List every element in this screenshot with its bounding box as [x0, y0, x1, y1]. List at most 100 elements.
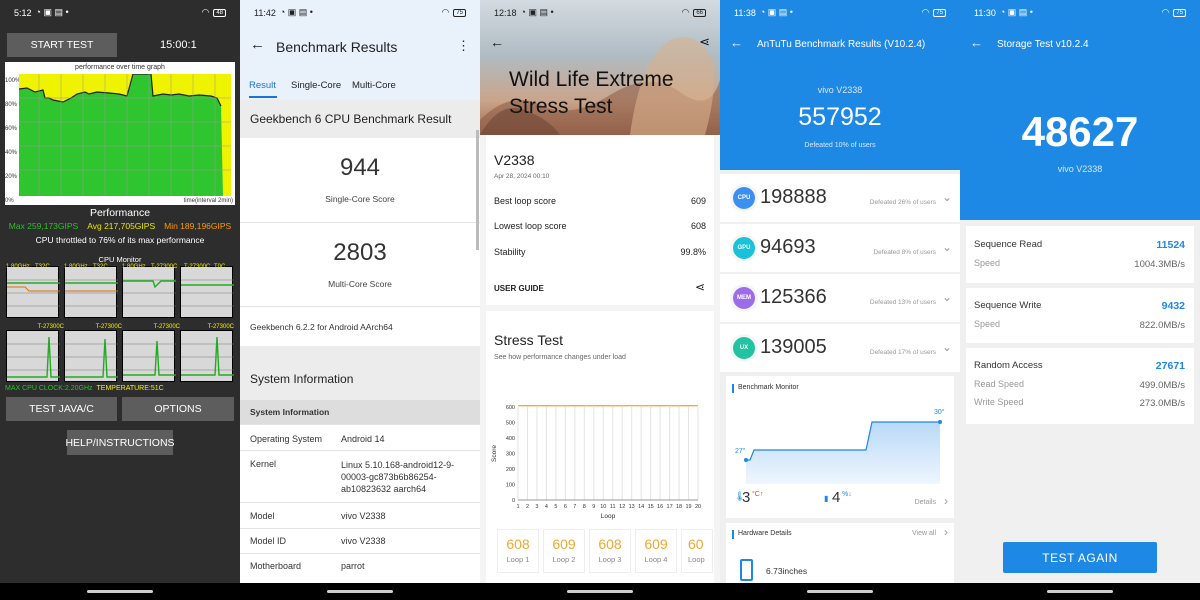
sub-score-gpu[interactable]: GPU 94693 Defeated 8% of users ⌄ — [720, 224, 960, 272]
nav-bar — [240, 583, 480, 600]
sysinfo-key: Kernel — [250, 459, 277, 469]
graph-title: performance over time graph — [75, 64, 165, 71]
cpu-status-line: MAX CPU CLOCK:2.20GHz TEMPERATURE:51C — [5, 385, 164, 392]
geekbench-screen: 11:42 ◔ ▣ ▤ • ◠ 75 ← Benchmark Results ⋮ R… — [240, 0, 480, 600]
multi-core-label: Multi-Core Score — [328, 279, 392, 289]
more-vert-icon[interactable]: ⋮ — [457, 38, 470, 53]
home-handle[interactable] — [87, 590, 153, 593]
back-arrow-icon[interactable]: ← — [970, 35, 983, 50]
single-core-label: Single-Core Score — [325, 194, 395, 204]
test-again-button[interactable]: TEST AGAIN — [1003, 542, 1157, 573]
sub-score-ux[interactable]: UX 139005 Defeated 17% of users ⌄ — [720, 324, 960, 372]
chevron-down-icon[interactable]: ⌄ — [941, 340, 952, 354]
total-score: 557952 — [798, 103, 882, 131]
mem-score: 125366 — [760, 286, 827, 308]
wifi-icon: ◠ — [201, 7, 210, 17]
page-title: Storage Test v10.2.4 — [997, 39, 1089, 50]
x-tick-label: 12 — [619, 504, 625, 510]
x-tick-label: 16 — [657, 504, 663, 510]
start-test-button[interactable]: START TEST — [7, 33, 117, 57]
tab-single-core[interactable]: Single-Core — [291, 80, 342, 91]
y-tick-label: 0 — [512, 498, 515, 504]
wifi-icon: ◠ — [681, 7, 690, 17]
help-instructions-button[interactable]: HELP/INSTRUCTIONS — [65, 430, 175, 455]
back-arrow-icon[interactable]: ← — [250, 36, 265, 53]
section-marker — [732, 384, 734, 393]
chevron-right-icon[interactable]: › — [944, 525, 948, 539]
sysinfo-value: vivo V2338 — [341, 536, 386, 546]
ux-badge-icon: UX — [733, 337, 755, 359]
temp-end: 30° — [934, 409, 945, 416]
back-arrow-icon[interactable]: ← — [730, 35, 743, 50]
monitor-title: Benchmark Monitor — [738, 384, 799, 391]
x-tick-label: 5 — [554, 504, 557, 510]
battery-icon: 75 — [1173, 8, 1186, 17]
page-title: Benchmark Results — [276, 39, 398, 55]
sysinfo-key: Operating System — [250, 434, 323, 444]
user-guide-link[interactable]: USER GUIDE — [494, 284, 544, 293]
chevron-down-icon[interactable]: ⌄ — [941, 190, 952, 204]
x-axis-label: Loop — [601, 513, 616, 520]
single-core-score: 944 — [339, 154, 381, 181]
performance-graph — [19, 74, 231, 196]
options-button[interactable]: OPTIONS — [122, 397, 234, 421]
cpu-score: 198888 — [760, 186, 827, 208]
read-speed: 499.0MB/s — [1139, 380, 1185, 391]
x-tick-label: 13 — [629, 504, 635, 510]
tab-multi-core[interactable]: Multi-Core — [352, 80, 396, 91]
chevron-down-icon[interactable]: ⌄ — [941, 240, 952, 254]
home-handle[interactable] — [807, 590, 873, 593]
write-speed: 273.0MB/s — [1139, 398, 1185, 409]
chevron-down-icon[interactable]: ⌄ — [941, 290, 952, 304]
sysinfo-value: parrot — [341, 561, 365, 571]
chevron-right-icon[interactable]: › — [944, 494, 948, 508]
section-marker — [732, 530, 734, 539]
cpu-temperature: TEMPERATURE:51C — [96, 385, 164, 392]
multi-core-score: 2803 — [333, 239, 387, 266]
sysinfo-section: System Information — [240, 346, 480, 400]
battery-icon: 75 — [453, 8, 466, 17]
random-access-label: Random Access — [974, 360, 1043, 371]
cpu-core-cell — [180, 330, 234, 382]
sub-score-cpu[interactable]: CPU 198888 Defeated 26% of users ⌄ — [720, 174, 960, 222]
notification-icons: ◔ ▣ ▤ • — [759, 7, 793, 17]
share-icon[interactable]: ⋖ — [699, 34, 710, 49]
x-tick-label: 3 — [535, 504, 538, 510]
back-arrow-icon[interactable]: ← — [490, 34, 504, 50]
loop-score: 609 — [552, 536, 576, 552]
sysinfo-row: Model ID vivo V2338 — [240, 528, 480, 553]
x-tick-label: 14 — [638, 504, 644, 510]
view-all-link[interactable]: View all — [912, 530, 936, 537]
x-tick-label: 4 — [545, 504, 548, 510]
cpu-cell-labels-top: 1.80GHz T32C 1.80GHz T32C 1.80GHz T-27300C T-2… — [6, 264, 226, 270]
x-tick-label: 9 — [592, 504, 595, 510]
sysinfo-row: Model vivo V2338 — [240, 502, 480, 528]
home-handle[interactable] — [567, 590, 633, 593]
y-tick-label: 200 — [506, 467, 515, 473]
share-icon[interactable]: ⋖ — [694, 280, 705, 294]
sysinfo-key: Motherboard — [250, 561, 302, 571]
page-title: AnTuTu Benchmark Results (V10.2.4) — [757, 39, 926, 50]
storage-test-screen: 11:30 ◔ ▣ ▤ • ◠ 75 ← Storage Test v10.2.4 … — [960, 0, 1200, 600]
home-handle[interactable] — [1047, 590, 1113, 593]
scrollbar[interactable] — [476, 130, 479, 250]
cpu-core-cell — [180, 266, 234, 318]
sub-score-mem[interactable]: MEM 125366 Defeated 13% of users ⌄ — [720, 274, 960, 322]
test-java-button[interactable]: TEST JAVA/C — [6, 397, 117, 421]
cpu-core-cell — [64, 330, 118, 382]
sysinfo-row: Kernel Linux 5.10.168-android12-9-00003-… — [240, 450, 480, 502]
x-tick-label: 1 — [516, 504, 519, 510]
temp-rise-unit: °C↑ — [752, 491, 764, 498]
home-handle[interactable] — [327, 590, 393, 593]
nav-bar — [0, 583, 240, 600]
sysinfo-title: System Information — [250, 372, 354, 386]
score-header — [960, 0, 1200, 220]
tab-result[interactable]: Result — [249, 80, 276, 91]
notification-icons: ◔ ▣ ▤ • — [35, 7, 69, 17]
stability-value: 99.8% — [680, 247, 706, 257]
loop-score: 608 — [506, 536, 530, 552]
nav-bar — [960, 583, 1200, 600]
x-tick-label: 19 — [685, 504, 691, 510]
details-link[interactable]: Details — [914, 499, 936, 506]
hardware-details-card: Hardware Details View all › 6.73inches — [726, 523, 954, 583]
